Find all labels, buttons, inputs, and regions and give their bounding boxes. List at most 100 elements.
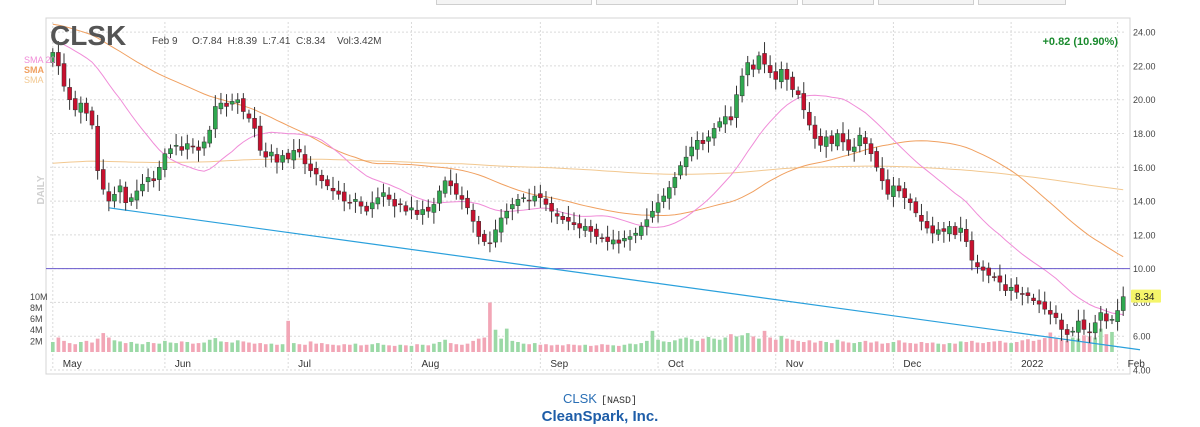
candle-body [666,187,672,199]
candle-body [661,195,666,202]
volume-bar [970,340,974,352]
candle-body [577,223,582,229]
candle-body [162,153,168,170]
volume-bar [611,345,616,352]
volume-bar [835,339,840,352]
volume-bar [583,344,588,352]
volume-bar [953,343,957,352]
candle-body [992,276,997,278]
volume-bar [869,342,873,352]
candle-body [526,199,532,202]
candle-body [582,226,588,231]
volume-bar [841,341,845,352]
volume-bar [191,343,195,352]
candle-body [941,228,947,232]
candle-body [252,118,257,129]
candle-body [638,226,644,236]
trendline[interactable] [108,207,1141,351]
x-tick-label: Nov [786,359,804,370]
candle-body [459,195,465,200]
price-tick-label: 12.00 [1133,230,1156,240]
volume-tick-label: 10M [30,292,48,302]
footer-ticker[interactable]: CLSK [563,391,597,406]
volume-bar [488,302,492,352]
volume-bar [964,341,969,352]
volume-bar [857,341,862,352]
volume-bar [886,343,890,352]
volume-bar [95,338,100,352]
volume-bar [387,345,391,352]
price-tick-label: 22.00 [1133,61,1156,71]
volume-bar [785,338,789,352]
volume-bar [448,343,453,352]
top-toolbar-button[interactable] [802,0,874,5]
candle-body [975,262,980,268]
candle-body [454,183,459,195]
volume-bar [852,343,857,352]
volume-bar [1110,331,1114,352]
candle-body [151,178,156,182]
candle-body [947,226,952,235]
candle-body [196,146,201,151]
candle-body [89,110,95,126]
volume-bar [897,340,901,352]
candle-body [745,62,750,76]
candle-body [678,165,683,176]
volume-bar [891,341,896,352]
volume-bar [667,341,672,352]
candle-body [364,205,369,212]
top-toolbar-input[interactable] [596,0,798,5]
candle-body [1070,330,1076,333]
candle-body [157,167,162,180]
volume-bar [577,345,582,352]
candle-body [437,190,442,204]
volume-bar [252,343,257,352]
top-toolbar-button[interactable] [978,0,1066,5]
volume-bar [998,340,1002,352]
candle-body [1014,284,1019,293]
candle-body [246,113,252,119]
candle-body [61,63,67,87]
candle-body [919,215,924,222]
stock-chart[interactable]: 24.00 22.00 20.00 18.00 16.00 14.00 12.00 10.00… [0,0,1200,385]
volume-bar [269,343,274,352]
volume-bar [376,343,380,352]
candle-body [594,228,599,237]
company-name[interactable]: CleanSpark, Inc. [541,408,659,425]
volume-bar [291,343,296,352]
volume-bar [67,343,72,352]
candle-body [442,180,448,194]
candle-body [930,225,935,234]
volume-bar [286,320,290,352]
volume-bar [1026,339,1030,352]
candle-body [1087,331,1092,334]
volume-bar [717,339,722,352]
volume-bar [303,344,307,352]
volume-bar [319,343,324,352]
candle-body [302,154,308,165]
volume-bar [476,338,481,352]
candle-body [347,202,353,204]
volume-bar [801,341,806,352]
candle-body [179,146,184,151]
candle-body [185,143,190,150]
volume-bar [1082,335,1086,352]
volume-bar [235,340,240,352]
candle-body [414,209,420,215]
candle-body [790,76,795,90]
volume-bar [308,341,313,352]
legend-sma-mid: SMA [24,65,45,75]
candle-body [543,198,549,205]
candle-body [857,134,863,147]
candle-body [1059,319,1064,330]
candle-body [465,197,470,209]
volume-bar [645,340,649,352]
candle-body [515,199,521,206]
volume-bar [560,345,565,352]
volume-bar [689,339,694,352]
candle-body [369,202,375,210]
volume-bar [1048,332,1053,352]
candle-body [538,193,543,198]
top-toolbar-button[interactable] [878,0,974,5]
top-toolbar-input[interactable] [436,0,592,5]
